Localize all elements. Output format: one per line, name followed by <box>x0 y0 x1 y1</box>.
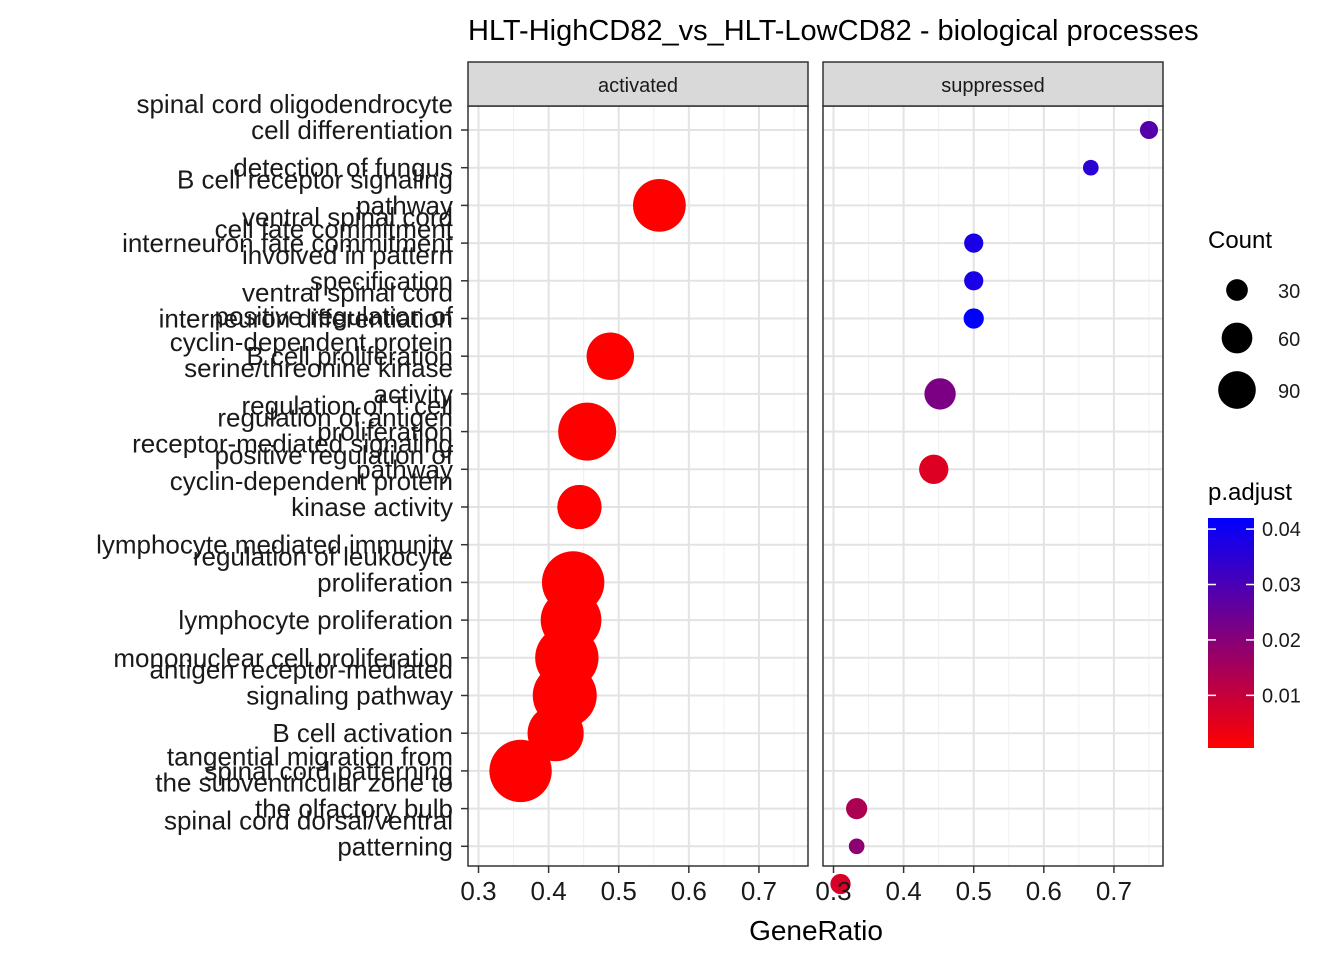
point-suppressed <box>963 308 984 329</box>
p-adjust-legend: p.adjust 0.04 0.03 0.02 0.01 <box>1208 479 1301 748</box>
gridlines <box>467 105 1164 867</box>
strip-activated <box>467 61 809 107</box>
y-tick-label: cyclin-dependent protein <box>170 466 453 496</box>
count-legend-label: 60 <box>1278 329 1300 351</box>
p-adjust-colorbar <box>1208 518 1254 748</box>
count-legend-key <box>1218 371 1256 409</box>
y-tick-label: regulation of T cell <box>241 391 453 421</box>
p-adjust-legend-title: p.adjust <box>1208 479 1292 506</box>
y-tick-label: lymphocyte proliferation <box>178 605 453 635</box>
colorbar-label: 0.03 <box>1262 575 1301 597</box>
point-suppressed <box>846 797 868 820</box>
x-tick-label: 0.4 <box>886 876 922 906</box>
count-legend-title: Count <box>1208 227 1272 254</box>
chart-title: HLT-HighCD82_vs_HLT-LowCD82 - biological… <box>468 15 1199 47</box>
colorbar-label: 0.01 <box>1262 685 1301 707</box>
strip-suppressed <box>822 61 1164 107</box>
panel-0-background <box>468 106 808 866</box>
y-tick-label: tangential migration from <box>167 742 453 772</box>
x-axis-ticks: 0.3 0.4 0.5 0.6 0.7 0.3 0.4 0.5 0.6 0.7 <box>460 866 1132 906</box>
point-suppressed <box>919 454 949 484</box>
y-tick-label: interneuron fate commitment <box>122 228 454 258</box>
count-legend-key <box>1226 279 1248 301</box>
point-activated <box>489 739 552 803</box>
point-suppressed <box>964 271 984 291</box>
count-legend-label: 30 <box>1278 281 1300 303</box>
x-tick-label: 0.6 <box>671 876 707 906</box>
x-tick-label: 0.3 <box>815 876 851 906</box>
point-activated <box>558 402 617 461</box>
y-tick-label: regulation of antigen <box>217 402 453 432</box>
y-tick-label: proliferation <box>317 567 453 597</box>
point-activated <box>586 332 635 380</box>
colorbar-label: 0.04 <box>1262 519 1301 541</box>
point-suppressed <box>1082 159 1099 176</box>
count-legend-label: 90 <box>1278 381 1300 403</box>
y-tick-label: pathway <box>356 190 453 220</box>
y-tick-label: the subventricular zone to <box>155 768 453 798</box>
point-suppressed <box>848 838 865 855</box>
y-tick-label: B cell activation <box>272 718 453 748</box>
y-tick-label: cell differentiation <box>251 115 453 145</box>
y-tick-label: ventral spinal cord <box>242 278 453 308</box>
y-tick-label: spinal cord oligodendrocyte <box>136 89 453 119</box>
panel-backgrounds <box>468 106 1163 866</box>
y-tick-label: regulation of leukocyte <box>193 541 453 571</box>
y-tick-label: serine/threonine kinase <box>184 353 453 383</box>
y-tick-label: involved in pattern <box>242 240 453 270</box>
x-tick-label: 0.7 <box>741 876 777 906</box>
y-tick-label: spinal cord patterning <box>204 756 453 786</box>
y-tick-label: specification <box>310 266 453 296</box>
point-suppressed <box>830 873 851 895</box>
y-tick-label: proliferation <box>317 417 453 447</box>
x-tick-label: 0.5 <box>956 876 992 906</box>
y-tick-label: ventral spinal cord <box>242 202 453 232</box>
y-tick-label: antigen receptor-mediated <box>149 655 453 685</box>
point-activated <box>632 179 686 232</box>
strip-label-activated: activated <box>598 75 678 97</box>
y-tick-label: receptor-mediated signaling <box>132 428 453 458</box>
y-tick-label: lymphocyte mediated immunity <box>96 530 453 560</box>
x-tick-label: 0.3 <box>460 876 496 906</box>
y-tick-label: B cell receptor signaling <box>177 164 453 194</box>
y-tick-label: cyclin-dependent protein <box>170 327 453 357</box>
count-legend-key <box>1221 322 1253 354</box>
y-tick-label: pathway <box>356 454 453 484</box>
count-legend: Count 30 60 90 <box>1208 227 1300 409</box>
strip-label-suppressed: suppressed <box>941 75 1044 97</box>
facet-strips: activated suppressed <box>467 61 1164 107</box>
y-tick-label: activity <box>374 379 453 409</box>
y-tick-label: kinase activity <box>291 492 453 522</box>
x-tick-label: 0.5 <box>601 876 637 906</box>
y-tick-label: cell fate commitment <box>215 214 454 244</box>
x-tick-label: 0.6 <box>1026 876 1062 906</box>
y-tick-label: spinal cord dorsal/ventral <box>164 805 453 835</box>
panel-1-background <box>823 106 1163 866</box>
y-tick-label: detection of fungus <box>233 153 453 183</box>
x-tick-label: 0.4 <box>531 876 567 906</box>
x-tick-label: 0.7 <box>1096 876 1132 906</box>
x-axis-title: GeneRatio <box>749 915 883 946</box>
colorbar-label: 0.02 <box>1262 630 1301 652</box>
y-tick-label: positive regulation of <box>215 301 454 331</box>
data-points <box>489 120 1159 895</box>
y-tick-label: positive regulation of <box>215 440 454 470</box>
point-suppressed <box>964 233 984 253</box>
point-suppressed <box>1139 120 1159 140</box>
y-tick-label: mononuclear cell proliferation <box>113 643 453 673</box>
y-tick-label: interneuron differentiation <box>159 304 453 334</box>
y-tick-label: signaling pathway <box>246 681 453 711</box>
y-tick-label: B cell proliferation <box>246 341 453 371</box>
point-activated <box>527 705 584 762</box>
point-suppressed <box>924 378 956 410</box>
y-tick-label: the olfactory bulb <box>255 794 453 824</box>
y-tick-label: patterning <box>337 831 453 861</box>
point-activated <box>557 484 602 530</box>
